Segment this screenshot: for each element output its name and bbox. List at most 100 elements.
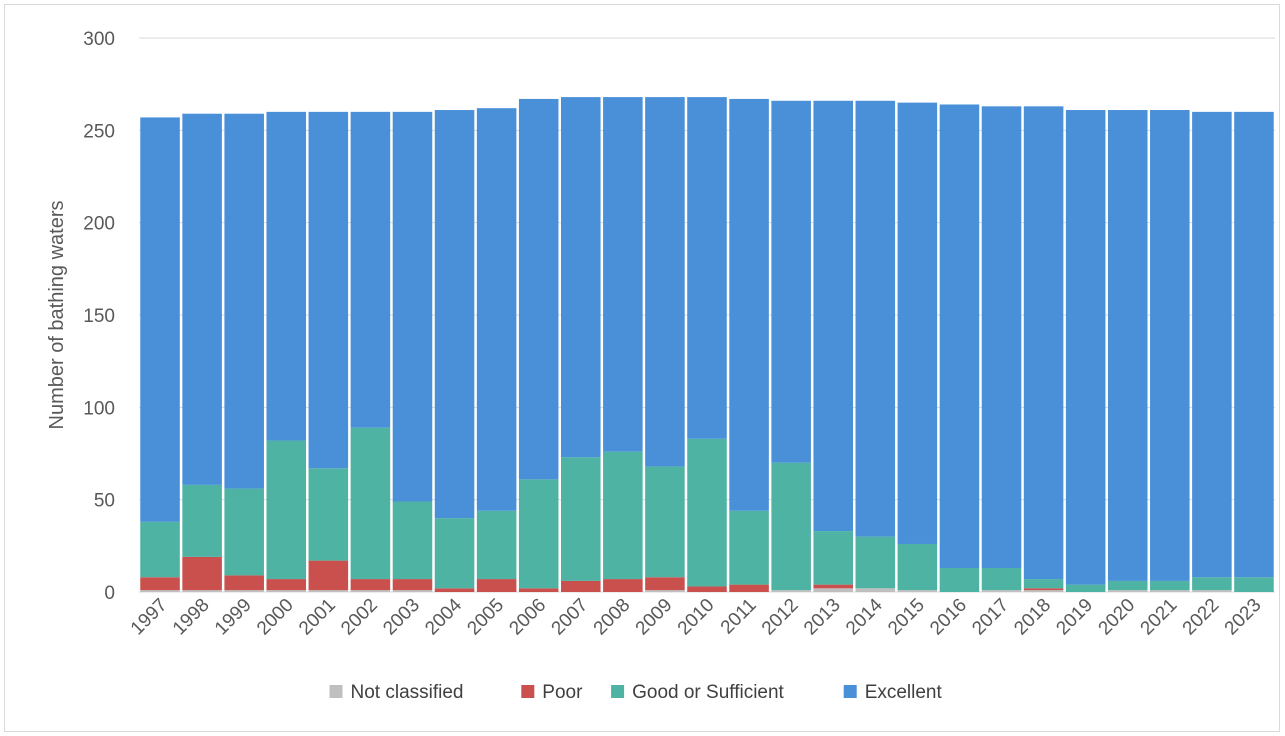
- x-tick-label: 2023: [1221, 595, 1266, 640]
- bar-2003-excellent: [392, 111, 433, 502]
- x-tick-label: 2008: [590, 595, 635, 640]
- bar-2006-excellent: [518, 98, 559, 480]
- legend-label: Good or Sufficient: [632, 682, 784, 703]
- x-tick-label: 2010: [674, 595, 719, 640]
- bar-2022-good-or-sufficient: [1192, 577, 1232, 591]
- x-tick-label: 1997: [127, 595, 172, 640]
- y-tick-label: 50: [94, 491, 115, 512]
- bar-2002-poor: [350, 579, 391, 591]
- bar-2003-not-classified: [392, 590, 433, 592]
- bar-2019-good-or-sufficient: [1065, 584, 1106, 592]
- bar-1998-not-classified: [182, 590, 222, 592]
- bar-2009-poor: [645, 577, 685, 591]
- bar-2008-poor: [603, 579, 643, 592]
- bar-2006-good-or-sufficient: [518, 479, 559, 589]
- x-tick-label: 2004: [421, 594, 466, 639]
- y-tick-label: 150: [83, 306, 115, 327]
- x-tick-label: 2021: [1137, 595, 1182, 640]
- bar-1997-excellent: [140, 117, 180, 522]
- bar-2012-not-classified: [771, 590, 811, 592]
- y-tick-label: 300: [83, 29, 115, 50]
- bar-1999-not-classified: [224, 590, 264, 592]
- bar-2011-poor: [729, 584, 769, 592]
- bar-2002-not-classified: [350, 590, 391, 592]
- x-tick-label: 2017: [968, 595, 1013, 640]
- bar-2010-poor: [687, 586, 727, 592]
- bar-2004-excellent: [434, 110, 475, 519]
- legend-swatch: [843, 685, 857, 698]
- bar-2012-excellent: [771, 100, 811, 463]
- bar-2007-good-or-sufficient: [561, 457, 601, 581]
- bar-2023-excellent: [1234, 111, 1274, 578]
- bar-2013-excellent: [813, 100, 853, 532]
- x-tick-label: 2011: [717, 595, 761, 639]
- bar-1998-poor: [182, 556, 222, 591]
- bar-2004-poor: [434, 588, 475, 592]
- bar-2021-good-or-sufficient: [1150, 580, 1190, 591]
- x-tick-label: 2001: [295, 595, 340, 640]
- legend-label: Excellent: [865, 682, 943, 703]
- bar-2000-poor: [266, 579, 307, 591]
- bar-1997-poor: [140, 577, 180, 591]
- bar-2015-not-classified: [897, 590, 938, 592]
- legend-label: Poor: [542, 682, 583, 703]
- y-axis-title: Number of bathing waters: [46, 200, 68, 429]
- bar-2018-good-or-sufficient: [1023, 579, 1064, 589]
- bar-2021-excellent: [1150, 110, 1190, 581]
- bar-2014-good-or-sufficient: [855, 536, 896, 589]
- x-tick-label: 2020: [1095, 595, 1140, 640]
- x-tick-label: 2005: [463, 595, 508, 640]
- bar-2014-excellent: [855, 100, 896, 537]
- bar-2017-excellent: [981, 106, 1022, 568]
- bar-2022-not-classified: [1192, 590, 1232, 592]
- legend-swatch: [521, 685, 535, 698]
- bar-2008-good-or-sufficient: [603, 451, 643, 580]
- bar-2000-excellent: [266, 111, 307, 441]
- legend-label: Not classified: [351, 682, 464, 703]
- bar-2001-excellent: [308, 111, 349, 469]
- bar-2011-good-or-sufficient: [729, 510, 769, 585]
- bar-2013-good-or-sufficient: [813, 531, 853, 585]
- x-tick-label: 2009: [632, 595, 677, 640]
- bar-2013-poor: [813, 584, 853, 589]
- bar-1999-poor: [224, 575, 264, 591]
- bars: [140, 97, 1274, 592]
- x-tick-label: 1999: [211, 595, 256, 640]
- bar-2007-excellent: [561, 97, 601, 458]
- legend-item-not-classified: Not classified: [329, 682, 464, 703]
- bar-2020-not-classified: [1107, 590, 1148, 592]
- x-tick-label: 2014: [842, 594, 887, 639]
- x-tick-label: 2016: [926, 595, 971, 640]
- legend: Not classified Poor Good or Sufficient Exce…: [329, 682, 943, 703]
- x-tick-label: 2022: [1179, 595, 1224, 640]
- bar-2010-excellent: [687, 97, 727, 439]
- bar-2005-poor: [476, 579, 517, 592]
- bar-2023-good-or-sufficient: [1234, 577, 1274, 592]
- bar-2009-not-classified: [645, 590, 685, 592]
- bar-2003-poor: [392, 579, 433, 591]
- bar-2000-good-or-sufficient: [266, 440, 307, 580]
- bar-2004-good-or-sufficient: [434, 518, 475, 589]
- bar-2014-not-classified: [855, 588, 896, 592]
- bar-2003-good-or-sufficient: [392, 501, 433, 580]
- bar-2007-poor: [561, 580, 601, 592]
- x-tick-label: 2018: [1010, 595, 1055, 640]
- x-tick-label: 2006: [505, 595, 550, 640]
- legend-item-poor: Poor: [521, 682, 583, 703]
- bar-2022-excellent: [1192, 111, 1232, 578]
- bar-2001-not-classified: [308, 590, 349, 592]
- bar-2001-good-or-sufficient: [308, 468, 349, 561]
- bar-2018-excellent: [1023, 106, 1064, 580]
- x-tick-label: 2000: [253, 595, 298, 640]
- x-tick-label: 2007: [548, 595, 593, 640]
- legend-swatch: [611, 685, 625, 698]
- bar-2017-not-classified: [981, 590, 1022, 592]
- bar-1998-excellent: [182, 113, 222, 485]
- x-tick-label: 2003: [379, 595, 424, 640]
- bar-2010-good-or-sufficient: [687, 438, 727, 587]
- legend-item-excellent: Excellent: [843, 682, 943, 703]
- bar-2000-not-classified: [266, 590, 307, 592]
- bar-2015-excellent: [897, 102, 938, 544]
- bar-2008-excellent: [603, 97, 643, 452]
- bar-2005-good-or-sufficient: [476, 510, 517, 580]
